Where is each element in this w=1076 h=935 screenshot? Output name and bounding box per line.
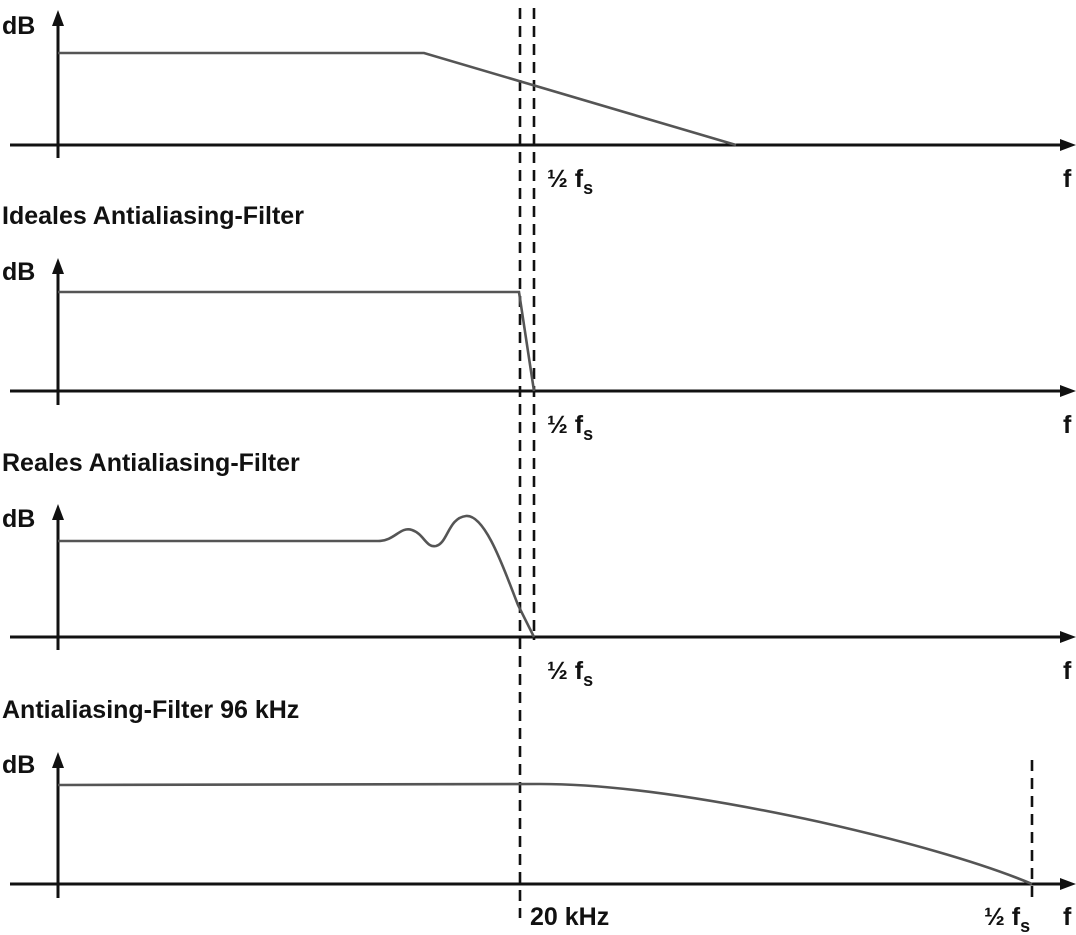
panel-4: Antialiasing-Filter 96 kHz dB f 20 kHz ½… <box>2 696 1076 935</box>
x-axis-arrow <box>1060 878 1076 890</box>
y-axis-arrow <box>52 258 64 274</box>
half-fs-label: ½ fs <box>984 903 1030 935</box>
y-axis-arrow <box>52 504 64 520</box>
response-curve <box>58 514 536 638</box>
y-axis-arrow <box>52 10 64 26</box>
x-axis-arrow <box>1060 139 1076 151</box>
half-fs-label: ½ fs <box>547 657 593 690</box>
x-axis-label: f <box>1063 903 1072 931</box>
panel-3: Reales Antialiasing-Filter dB f ½ fs <box>2 449 1076 690</box>
half-fs-label: ½ fs <box>547 165 593 198</box>
y-axis-label: dB <box>2 258 35 286</box>
y-axis-arrow <box>52 752 64 768</box>
panel-title: Ideales Antialiasing-Filter <box>2 202 304 230</box>
y-axis-label: dB <box>2 505 35 533</box>
response-curve <box>58 51 737 147</box>
panel-1: dB f ½ fs <box>2 10 1076 198</box>
x-axis-arrow <box>1060 385 1076 397</box>
y-axis-label: dB <box>2 12 35 40</box>
half-fs-label: ½ fs <box>547 411 593 444</box>
panel-title: Reales Antialiasing-Filter <box>2 449 300 477</box>
panel-title: Antialiasing-Filter 96 kHz <box>2 696 299 724</box>
response-curve <box>58 290 536 392</box>
x-axis-label: f <box>1063 657 1072 685</box>
panel-2: Ideales Antialiasing-Filter dB f ½ fs <box>2 202 1076 444</box>
cutoff-label: 20 kHz <box>530 903 609 931</box>
x-axis-label: f <box>1063 165 1072 193</box>
y-axis-label: dB <box>2 751 35 779</box>
response-curve <box>57 782 1033 886</box>
x-axis-arrow <box>1060 631 1076 643</box>
x-axis-label: f <box>1063 411 1072 439</box>
